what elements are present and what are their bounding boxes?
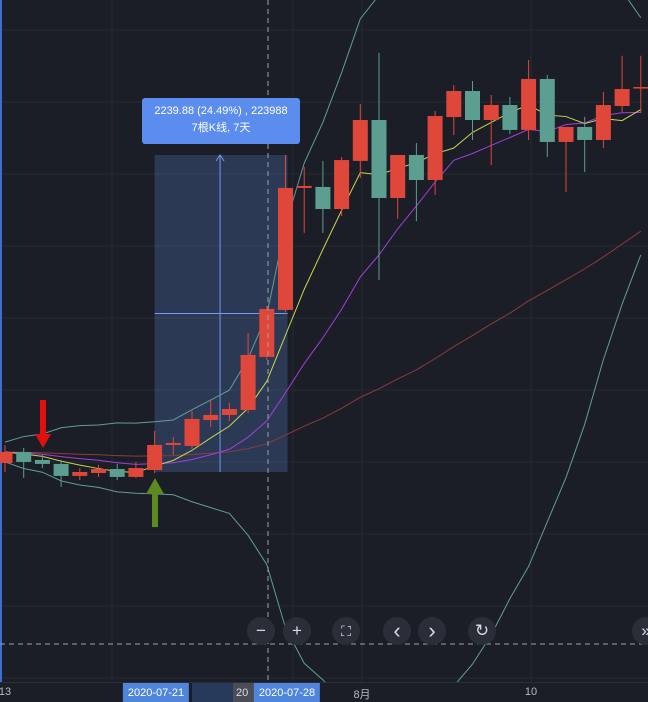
zoom-in-button[interactable]: + xyxy=(283,617,311,645)
green-arrow-head-icon xyxy=(146,478,164,494)
ma-mid-line xyxy=(4,111,641,465)
measure-arrow-icon xyxy=(215,154,225,162)
reset-button[interactable]: ↻ xyxy=(468,617,496,645)
candle-body xyxy=(502,105,518,130)
candle-body xyxy=(539,78,555,142)
crosshair-date: 20 xyxy=(233,683,255,702)
measure-bars-days: 7根K线, 7天 xyxy=(191,122,251,134)
candle-body xyxy=(296,185,312,188)
x-tick-label: 8月 xyxy=(353,689,371,701)
candle-body xyxy=(352,120,368,161)
measure-tooltip: 2239.88 (24.49%) , 223988 7根K线, 7天 xyxy=(142,98,300,144)
red-arrow-icon xyxy=(40,400,46,436)
candle-body xyxy=(633,87,648,89)
more-button[interactable]: » xyxy=(632,617,648,645)
candle-body xyxy=(0,452,13,463)
candle-body xyxy=(240,354,256,410)
candle-body xyxy=(109,469,125,477)
bollinger-upper-line xyxy=(4,0,642,443)
green-arrow-icon xyxy=(152,492,158,527)
candle-body xyxy=(614,89,630,107)
candle-body xyxy=(595,105,611,140)
candlestick-plot[interactable] xyxy=(0,0,648,682)
candle-body xyxy=(483,105,499,121)
x-tick-label: 10 xyxy=(524,686,538,698)
candle-body xyxy=(16,452,32,462)
candle-body xyxy=(390,154,406,198)
bollinger-lower-line xyxy=(4,254,642,682)
candle-body xyxy=(147,444,163,470)
candle-body xyxy=(371,120,387,198)
candle-body xyxy=(521,78,537,130)
candle-body xyxy=(334,160,350,210)
ma-long-line xyxy=(4,230,642,457)
candle-body xyxy=(53,463,69,476)
candle-body xyxy=(278,187,293,310)
candle-body xyxy=(203,414,219,421)
candle-body xyxy=(427,116,443,181)
candle-body xyxy=(72,471,88,476)
measure-change: 2239.88 (24.49%) , 223988 xyxy=(154,105,288,117)
candle-body xyxy=(184,418,200,446)
candle-body xyxy=(128,468,144,477)
measure-start-date: 2020-07-21 xyxy=(122,683,190,702)
fullscreen-button[interactable]: ⛶ xyxy=(332,617,360,645)
candle-body xyxy=(465,90,480,121)
ma-short-line xyxy=(4,104,642,473)
zoom-out-button[interactable]: − xyxy=(247,617,275,645)
candle-body xyxy=(558,126,574,142)
candle-body xyxy=(259,308,275,357)
scroll-left-button[interactable]: ‹ xyxy=(383,617,411,645)
scroll-right-button[interactable]: › xyxy=(418,617,446,645)
time-axis[interactable]: 13 2020-07-21 20 2020-07-28 8月 10 xyxy=(0,682,648,702)
x-tick-label: 13 xyxy=(0,686,12,698)
candle-body xyxy=(446,90,462,118)
candle-body xyxy=(577,126,593,140)
candle-body xyxy=(315,186,331,210)
red-arrow-head-icon xyxy=(35,434,51,448)
candle-body xyxy=(408,154,424,181)
candle-body xyxy=(221,409,237,415)
measure-end-date: 2020-07-28 xyxy=(253,683,321,702)
candle-body xyxy=(91,469,106,473)
candle-body xyxy=(34,459,50,464)
selected-range xyxy=(192,683,234,702)
candle-body xyxy=(165,442,181,445)
